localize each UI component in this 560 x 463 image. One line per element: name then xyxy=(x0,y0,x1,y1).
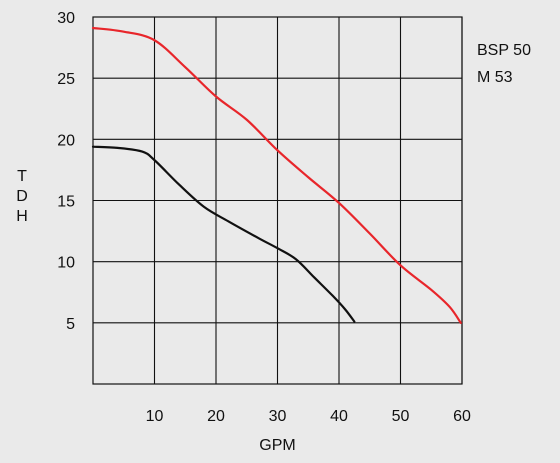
series-line-bsp-50 xyxy=(91,26,462,324)
x-tick-label-20: 20 xyxy=(207,408,225,425)
x-tick-label-50: 50 xyxy=(392,408,410,425)
series-line-m-53 xyxy=(91,145,356,323)
y-axis-label-char: T xyxy=(17,168,27,185)
y-axis-label-char: D xyxy=(16,188,28,205)
x-tick-label-10: 10 xyxy=(146,408,164,425)
legend-entry-m-53: M 53 xyxy=(477,69,513,86)
x-tick-label-30: 30 xyxy=(269,408,287,425)
x-tick-label-60: 60 xyxy=(453,408,471,425)
legend-entry-bsp-50: BSP 50 xyxy=(477,42,531,59)
y-tick-label-30: 30 xyxy=(57,10,75,27)
y-axis-label-char: H xyxy=(16,208,28,225)
y-tick-label-20: 20 xyxy=(57,132,75,149)
y-tick-label-5: 5 xyxy=(66,316,75,333)
y-tick-label-25: 25 xyxy=(57,71,75,88)
tick-labels: 10 20 30 40 50 60 5 10 15 20 25 30 xyxy=(57,10,471,425)
grid xyxy=(92,16,463,385)
series-lines xyxy=(91,26,462,324)
legend: BSP 50 M 53 xyxy=(477,42,531,86)
y-tick-label-10: 10 xyxy=(57,255,75,272)
y-tick-label-15: 15 xyxy=(57,194,75,211)
x-axis-label: GPM xyxy=(259,437,295,454)
x-tick-label-40: 40 xyxy=(330,408,348,425)
